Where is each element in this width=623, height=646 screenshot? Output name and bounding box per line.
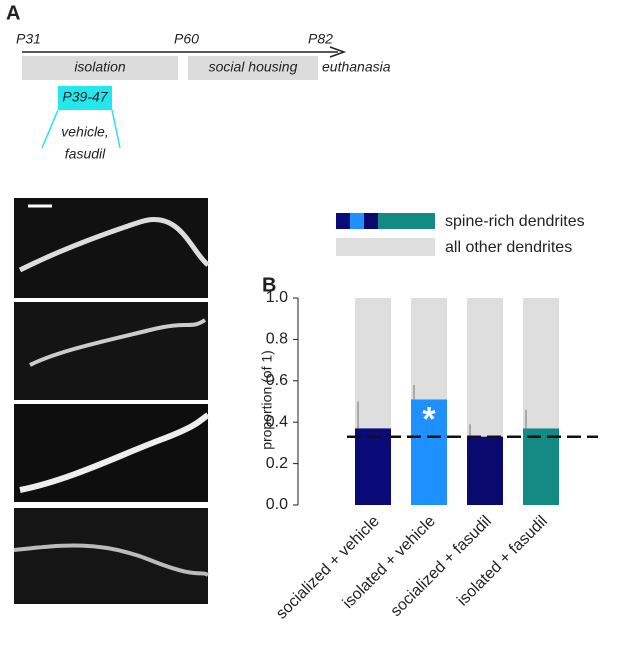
x-tick-label: socialized + fasudil xyxy=(388,513,495,620)
y-tick-label: 0.4 xyxy=(266,413,288,430)
legend-swatch xyxy=(350,213,364,229)
phase-label: euthanasia xyxy=(322,59,391,75)
treatment-label: P39-47 xyxy=(62,89,108,105)
y-tick-label: 0.6 xyxy=(266,372,288,389)
bar-segment xyxy=(523,298,559,429)
dendrite xyxy=(13,543,210,577)
treatment-line xyxy=(111,109,121,149)
x-tick-label: socialized + vehicle xyxy=(273,513,383,623)
bar xyxy=(467,436,503,505)
annotation: * xyxy=(422,400,436,438)
treatment-label: fasudil xyxy=(65,146,106,162)
timeline-label: P31 xyxy=(16,31,41,47)
phase-label: isolation xyxy=(74,59,126,75)
legend-label: spine-rich dendrites xyxy=(445,213,585,230)
legend-swatch xyxy=(364,213,378,229)
y-tick-label: 1.0 xyxy=(266,289,288,306)
bar xyxy=(411,399,447,505)
bar xyxy=(523,428,559,505)
phase-label: social housing xyxy=(209,59,298,75)
y-axis-label: proportion (of 1) xyxy=(259,350,275,450)
legend-swatch xyxy=(378,213,435,229)
timeline-label: P82 xyxy=(308,31,333,47)
treatment-label: vehicle, xyxy=(61,124,108,140)
panel-label: B xyxy=(262,274,276,296)
y-tick-label: 0.8 xyxy=(266,331,288,348)
dendrite xyxy=(29,318,207,367)
dendrite xyxy=(19,412,210,493)
micrographs xyxy=(13,198,210,604)
treatment-box xyxy=(58,86,112,110)
legend-label: all other dendrites xyxy=(445,239,572,256)
legend-swatch xyxy=(336,238,435,256)
timeline-label: P60 xyxy=(174,31,199,47)
panel-label: A xyxy=(6,2,20,24)
bar-segment xyxy=(467,298,503,437)
bar-segment xyxy=(411,298,447,400)
y-tick-label: 0.2 xyxy=(266,455,288,472)
micrograph xyxy=(14,198,208,298)
micrograph xyxy=(14,302,208,400)
legend-swatch xyxy=(336,213,350,229)
bar-segment xyxy=(355,298,391,429)
dendrite xyxy=(18,217,210,273)
x-tick-label: isolated + vehicle xyxy=(340,513,439,612)
timeline-arrow xyxy=(329,46,347,58)
phase-box xyxy=(188,56,318,80)
y-tick-label: 0.0 xyxy=(266,496,288,513)
micrograph xyxy=(14,508,208,604)
phase-box xyxy=(22,56,178,80)
treatment-line xyxy=(41,109,59,149)
bar xyxy=(355,428,391,505)
